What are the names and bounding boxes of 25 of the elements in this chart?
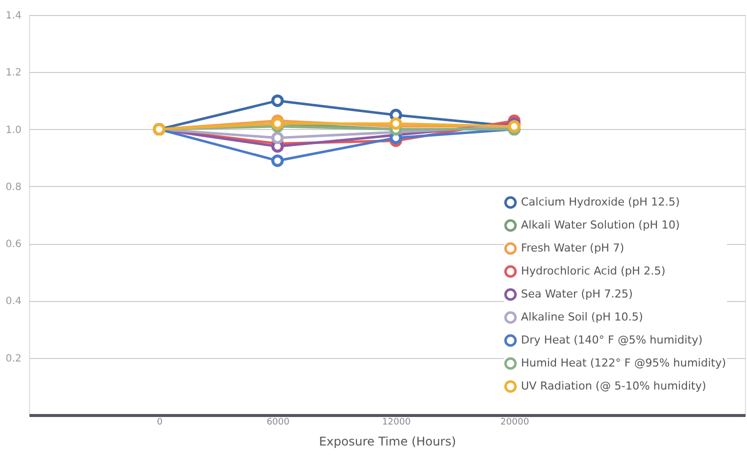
x-tick-label: 20000	[500, 418, 530, 428]
legend-label: Alkaline Soil (pH 10.5)	[521, 310, 643, 324]
point	[271, 94, 284, 107]
y-tick-label: 0.6	[6, 239, 22, 250]
x-tick-label: 0	[156, 418, 163, 428]
legend-label: Calcium Hydroxide (pH 12.5)	[521, 196, 680, 208]
y-tick-label: 1.0	[6, 124, 22, 136]
y-tick-label: 0.8	[6, 182, 22, 193]
y-tick-label: 0.4	[6, 296, 22, 308]
y-tick-label: 0.2	[6, 353, 22, 364]
y-tick-label: 1.4	[6, 10, 22, 22]
legend-label: Fresh Water (pH 7)	[521, 242, 624, 254]
point	[271, 154, 284, 167]
x-tick-label: 12000	[382, 418, 411, 428]
legend-label: Dry Heat (140° F @5% humidity)	[521, 334, 703, 346]
y-tick-label: 1.2	[6, 68, 22, 79]
legend-label: Humid Heat (122° F @95% humidity)	[521, 356, 726, 370]
point	[271, 132, 284, 144]
point	[390, 117, 402, 130]
x-tick-label: 6000	[266, 418, 290, 428]
x-axis-title: Exposure Time (Hours)	[318, 434, 456, 448]
legend-label: UV Radiation (@ 5-10% humidity)	[521, 380, 706, 392]
legend-label: Sea Water (pH 7.25)	[521, 288, 633, 300]
legend-label: Alkali Water Solution (pH 10)	[521, 218, 680, 232]
legend-label: Hydrochloric Acid (pH 2.5)	[521, 264, 666, 278]
